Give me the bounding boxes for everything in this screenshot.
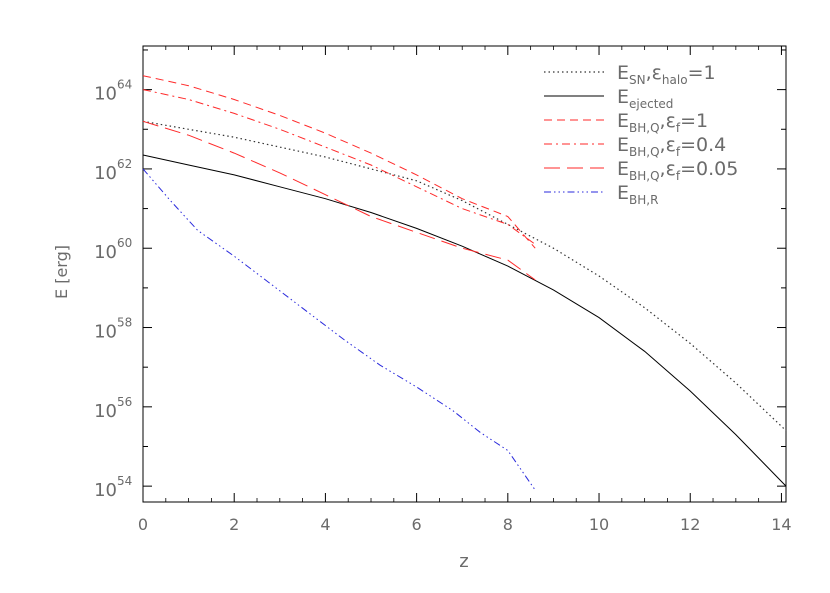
legend-label-5: EBH,Q,εf=0.05 [617, 158, 738, 183]
legend-label-2: Eejected [617, 86, 673, 111]
x-tick-label: 14 [771, 515, 791, 534]
series-line-4 [142, 89, 536, 245]
y-tick-label-exponent: 64 [117, 78, 132, 92]
series-line-2 [142, 154, 787, 487]
series-line-3 [142, 75, 536, 249]
y-tick-label-base: 10 [94, 163, 117, 184]
y-tick-label-exponent: 58 [117, 316, 132, 330]
x-tick-label: 8 [503, 515, 513, 534]
x-tick-label: 12 [680, 515, 700, 534]
legend-label-3: EBH,Q,εf=1 [617, 110, 708, 135]
legend-label-6: EBH,R [617, 182, 658, 207]
x-axis-title: z [459, 551, 468, 572]
series-line-5 [142, 120, 536, 281]
x-tick-label: 0 [138, 515, 148, 534]
y-axis-title: E [erg] [52, 245, 71, 299]
series-line-1 [142, 120, 787, 432]
y-tick-label-exponent: 60 [117, 236, 132, 250]
x-tick-label: 6 [412, 515, 422, 534]
y-tick-label-exponent: 54 [117, 474, 132, 488]
x-tick-label: 2 [229, 515, 239, 534]
y-tick-label-exponent: 56 [117, 395, 132, 409]
legend-label-1: ESN,εhalo=1 [617, 62, 716, 87]
x-tick-label: 10 [589, 515, 609, 534]
series-line-6 [142, 168, 536, 491]
y-tick-label-base: 10 [94, 322, 117, 343]
x-tick-label: 4 [320, 515, 330, 534]
y-tick-label-base: 10 [94, 242, 117, 263]
y-tick-label-base: 10 [94, 401, 117, 422]
plot-frame [142, 45, 787, 503]
y-tick-label-base: 10 [94, 84, 117, 105]
y-tick-label-base: 10 [94, 480, 117, 501]
y-tick-label-exponent: 62 [117, 157, 132, 171]
legend-label-4: EBH,Q,εf=0.4 [617, 134, 726, 159]
